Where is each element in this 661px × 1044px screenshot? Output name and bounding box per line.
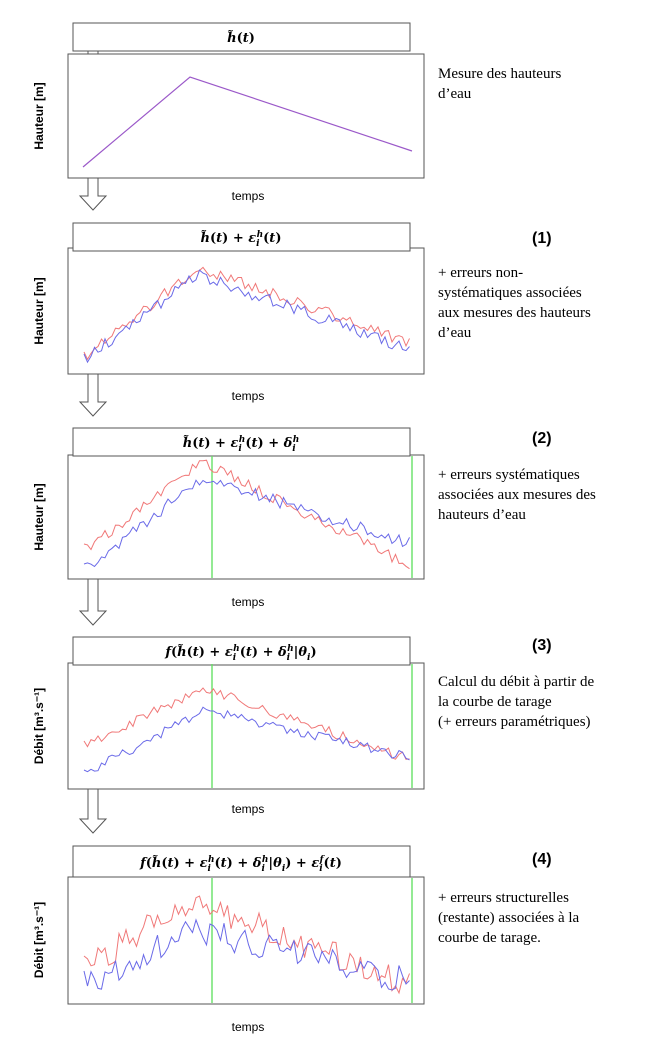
plot-frame bbox=[67, 454, 425, 580]
blue-series-line bbox=[83, 479, 410, 568]
red-series-line bbox=[83, 687, 410, 760]
description-line: Mesure des hauteurs bbox=[438, 66, 562, 82]
description-line: associées aux mesures des bbox=[438, 487, 596, 503]
description-line: + erreurs non- bbox=[438, 265, 524, 281]
series-group bbox=[83, 895, 410, 995]
formula-box bbox=[72, 222, 411, 252]
red-series-line bbox=[83, 266, 410, 361]
step-number: (2) bbox=[532, 430, 552, 447]
step-description: + erreurs non- systématiques associées a… bbox=[438, 263, 591, 343]
description-line: Calcul du débit à partir de bbox=[438, 674, 595, 690]
x-axis-label: temps bbox=[232, 595, 265, 609]
panel-2: h̃(t) + εih(t) Hauteur [m] temps bbox=[32, 222, 425, 403]
step-description: Calcul du débit à partir de la courbe de… bbox=[438, 672, 594, 732]
step-description: + erreurs structurelles (restante) assoc… bbox=[438, 888, 579, 948]
y-axis-label: Hauteur [m] bbox=[32, 483, 46, 550]
description-line: systématiques associées bbox=[438, 285, 582, 301]
blue-series-line bbox=[83, 269, 410, 364]
panel-1: h̃(t) Hauteur [m] temps bbox=[32, 22, 425, 203]
plot-frame bbox=[67, 247, 425, 375]
series-group bbox=[83, 459, 410, 570]
description-line: (+ erreurs paramétriques) bbox=[438, 714, 591, 730]
blue-series-line bbox=[83, 918, 410, 991]
formula-box bbox=[72, 636, 411, 666]
panel-4: f(h̃(t) + εih(t) + δih|θi) Débit [m³.s⁻¹… bbox=[32, 636, 425, 816]
description-line: (restante) associées à la bbox=[438, 910, 580, 926]
x-axis-label: temps bbox=[232, 1020, 265, 1034]
y-axis-label: Hauteur [m] bbox=[32, 277, 46, 344]
description-line: hauteurs d’eau bbox=[438, 507, 526, 523]
step-description: + erreurs systématiques associées aux me… bbox=[438, 465, 596, 525]
description-line: courbe de tarage. bbox=[438, 930, 541, 946]
description-line: + erreurs structurelles bbox=[438, 890, 569, 906]
description-line: + erreurs systématiques bbox=[438, 467, 580, 483]
formula-text: f(h̃(t) + εih(t) + δih|θi) + εif(t) bbox=[139, 855, 342, 874]
formula-text: f(h̃(t) + εih(t) + δih|θi) bbox=[164, 644, 316, 663]
x-axis-label: temps bbox=[232, 389, 265, 403]
step-number: (4) bbox=[532, 851, 552, 868]
series-group bbox=[83, 687, 410, 773]
panel-5: f(h̃(t) + εih(t) + δih|θi) + εif(t) Débi… bbox=[32, 845, 425, 1034]
y-axis-label: Débit [m³.s⁻¹] bbox=[32, 688, 46, 764]
description-line: la courbe de tarage bbox=[438, 694, 552, 710]
x-axis-label: temps bbox=[232, 189, 265, 203]
step-description: Mesure des hauteurs d’eau bbox=[438, 64, 561, 104]
x-axis-label: temps bbox=[232, 802, 265, 816]
formula-text: h̃(t) bbox=[227, 30, 255, 46]
formula-text: h̃(t) + εih(t) + δih bbox=[183, 435, 300, 454]
blue-series-line bbox=[83, 706, 410, 773]
series-group bbox=[83, 266, 410, 364]
formula-box bbox=[72, 845, 411, 878]
description-line: aux mesures des hauteurs bbox=[438, 305, 591, 321]
plot-frame bbox=[67, 876, 425, 1005]
step-number: (3) bbox=[532, 637, 552, 654]
description-line: d’eau bbox=[438, 86, 472, 102]
plot-frame bbox=[67, 662, 425, 790]
description-line: d’eau bbox=[438, 325, 472, 341]
plot-frame bbox=[67, 53, 425, 179]
formula-box bbox=[72, 22, 411, 52]
step-number: (1) bbox=[532, 230, 552, 247]
formula-box bbox=[72, 427, 411, 457]
y-axis-label: Débit [m³.s⁻¹] bbox=[32, 902, 46, 978]
red-series-line bbox=[83, 459, 410, 570]
panel-3: h̃(t) + εih(t) + δih Hauteur [m] temps bbox=[32, 427, 425, 609]
y-axis-label: Hauteur [m] bbox=[32, 82, 46, 149]
series-group bbox=[82, 76, 413, 168]
red-series-line bbox=[83, 895, 410, 995]
measured-height-curve bbox=[82, 76, 413, 168]
